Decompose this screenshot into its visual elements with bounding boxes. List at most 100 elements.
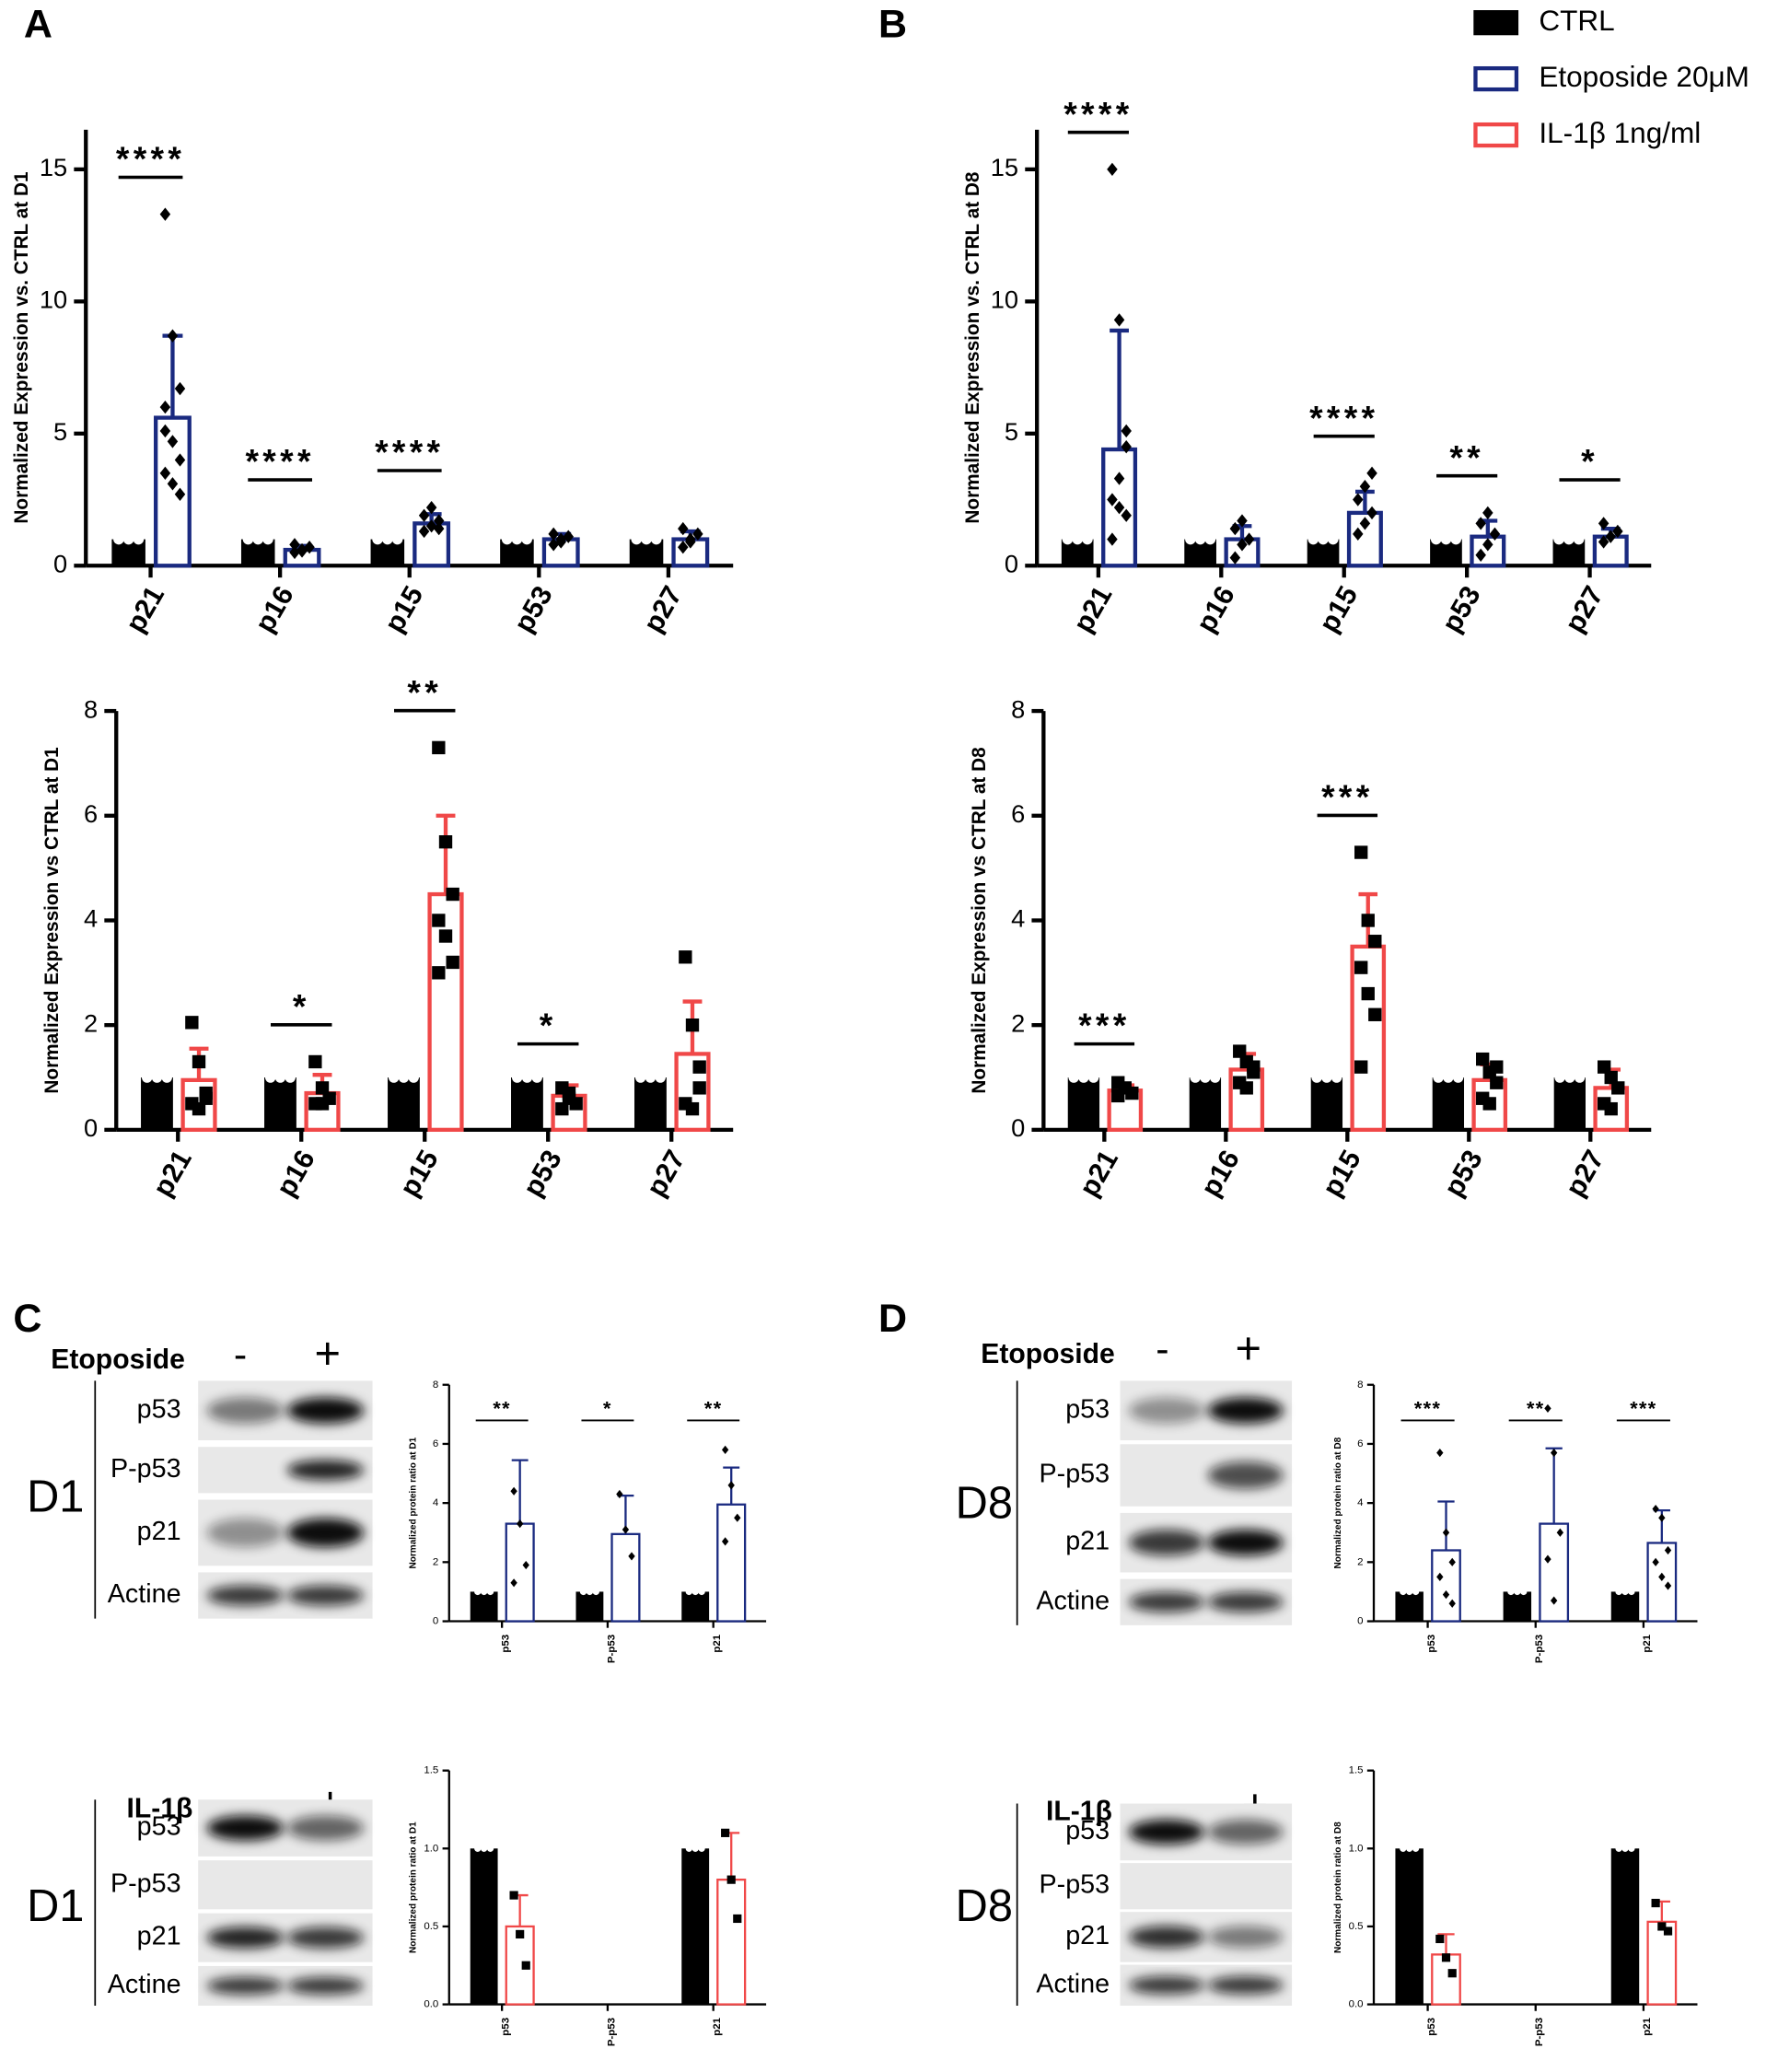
data-point — [1307, 533, 1319, 545]
data-point — [438, 835, 453, 849]
x-tick-label: p27 — [638, 581, 689, 637]
blot-band — [206, 1585, 284, 1606]
data-point — [425, 519, 437, 533]
data-point — [1233, 1044, 1247, 1058]
protein-label: p53 — [1065, 1394, 1110, 1424]
data-point — [1447, 1969, 1457, 1978]
legend-swatch — [1473, 65, 1519, 92]
data-point — [1107, 162, 1118, 177]
blot-band — [1207, 1975, 1284, 1995]
data-point — [1573, 533, 1585, 545]
data-point — [1072, 533, 1083, 545]
data-point — [262, 533, 273, 545]
data-point — [141, 1072, 153, 1083]
x-tick-label: p16 — [271, 1146, 321, 1202]
data-point — [1229, 521, 1241, 536]
y-tick-label: 8 — [84, 694, 98, 723]
significance-label: ** — [407, 672, 442, 711]
data-point — [1514, 1588, 1521, 1596]
day-label: D1 — [27, 1472, 84, 1521]
y-tick-label: 10 — [991, 285, 1018, 314]
significance-label: *** — [1414, 1398, 1441, 1420]
bar — [716, 1879, 747, 2006]
data-point — [562, 1086, 576, 1100]
data-point — [1598, 517, 1609, 530]
data-point — [1062, 533, 1074, 545]
data-point — [1361, 914, 1375, 927]
y-tick-label: 0.5 — [1349, 1921, 1364, 1932]
plus-sign: + — [1235, 1324, 1261, 1374]
y-axis-title: Normalized protein ratio at D8 — [1333, 1437, 1343, 1568]
data-point — [521, 533, 532, 545]
protein-label: P-p53 — [110, 1454, 181, 1484]
data-point — [1200, 1072, 1211, 1083]
treatment-label: Etoposide — [981, 1339, 1115, 1369]
data-point — [511, 1072, 523, 1083]
blot-band — [1128, 1819, 1204, 1845]
data-point — [1204, 533, 1216, 545]
panel-letter: A — [24, 2, 52, 46]
data-point — [1490, 1060, 1504, 1074]
data-point — [1450, 533, 1461, 545]
bar — [141, 1077, 173, 1130]
significance-label: **** — [1063, 94, 1133, 133]
y-tick-label: 5 — [53, 417, 67, 446]
data-point — [692, 1081, 706, 1095]
day-label: D1 — [27, 1881, 84, 1931]
data-point — [159, 400, 171, 414]
data-point — [1354, 960, 1368, 974]
data-point — [510, 1578, 517, 1588]
data-point — [631, 533, 642, 545]
data-point — [579, 1588, 587, 1596]
y-tick-label: 2 — [433, 1556, 438, 1567]
data-point — [425, 500, 437, 515]
data-point — [501, 533, 513, 545]
y-tick-label: 4 — [84, 904, 98, 933]
bar — [511, 1077, 543, 1130]
bar — [470, 1848, 498, 2005]
x-tick-label: p21 — [1642, 2017, 1653, 2035]
data-point — [432, 966, 446, 980]
data-point — [569, 1097, 583, 1111]
data-point — [446, 955, 459, 970]
blot-band — [206, 1815, 284, 1841]
data-point — [1475, 517, 1486, 530]
data-point — [1121, 424, 1132, 438]
data-point — [474, 1588, 482, 1596]
treatment-label: Etoposide — [51, 1344, 185, 1375]
y-tick-label: 4 — [1357, 1497, 1364, 1508]
y-tick-label: 15 — [40, 153, 67, 181]
y-tick-label: 1.0 — [424, 1843, 438, 1854]
data-point — [1621, 1588, 1629, 1596]
data-point — [418, 508, 430, 522]
data-point — [1359, 517, 1371, 530]
data-point — [1078, 1072, 1089, 1083]
data-point — [645, 1072, 657, 1083]
significance-label: * — [603, 1398, 612, 1420]
data-point — [1443, 1072, 1454, 1083]
data-point — [1121, 439, 1132, 454]
y-tick-label: 6 — [1357, 1438, 1363, 1449]
data-point — [1368, 1007, 1382, 1021]
data-point — [548, 527, 559, 541]
data-point — [1194, 533, 1206, 545]
data-point — [1209, 1072, 1221, 1083]
x-tick-label: p21 — [712, 2017, 723, 2035]
data-point — [1563, 533, 1575, 545]
data-point — [1328, 533, 1339, 545]
data-point — [161, 1072, 172, 1083]
data-point — [1554, 1072, 1565, 1083]
blot-band — [286, 1460, 365, 1481]
data-point — [174, 487, 186, 501]
x-tick-label: p21 — [1074, 1146, 1124, 1202]
bar — [575, 1591, 604, 1622]
data-point — [480, 1588, 488, 1596]
y-axis-title: Normalized Expression vs CTRL at D8 — [969, 747, 990, 1093]
significance-label: **** — [375, 433, 444, 471]
significance-label: *** — [1321, 777, 1373, 816]
data-point — [1550, 1448, 1558, 1458]
y-tick-label: 0 — [53, 549, 67, 577]
data-point — [1311, 1072, 1322, 1083]
blot-band — [1207, 1819, 1284, 1845]
